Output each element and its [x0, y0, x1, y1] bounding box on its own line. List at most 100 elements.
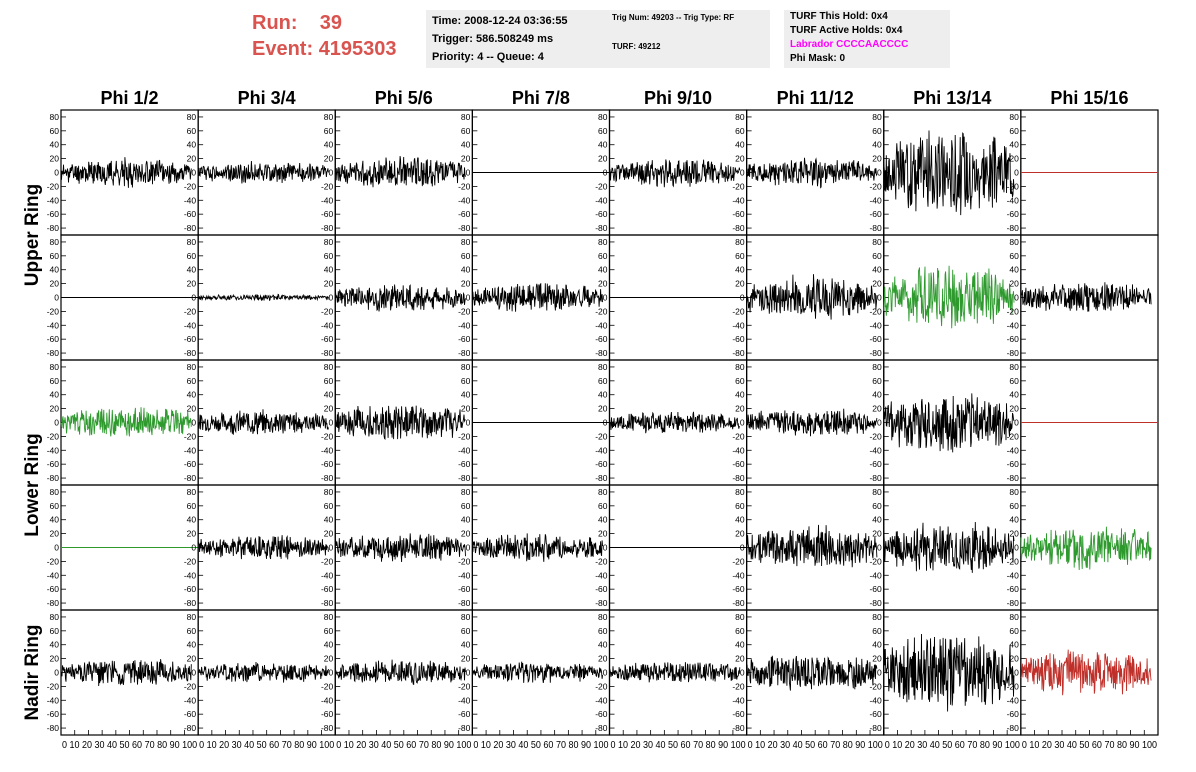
y-tick-label: -80: [184, 473, 197, 483]
y-tick-label: 80: [1009, 112, 1019, 122]
y-tick-label: -60: [47, 209, 60, 219]
y-tick-label: 80: [872, 487, 882, 497]
y-tick-label: 20: [461, 154, 471, 164]
x-tick-labels: 0 10 20 30 40 50 60 70 80 90 100: [336, 739, 471, 751]
y-tick-label: -40: [1007, 570, 1020, 580]
this-hold-text: TURF This Hold: 0x4: [790, 11, 888, 22]
y-tick-label: 80: [735, 237, 745, 247]
run-label: Run:: [252, 12, 298, 34]
y-tick-label: -20: [595, 306, 608, 316]
y-tick-label: -60: [458, 209, 471, 219]
event-value: 4195303: [318, 38, 397, 60]
y-tick-label: 0: [54, 668, 59, 678]
y-tick-label: 0: [191, 293, 196, 303]
y-tick-label: 20: [187, 279, 197, 289]
y-tick-label: -80: [1007, 598, 1020, 608]
y-tick-label: -20: [732, 431, 745, 441]
y-tick-label: -80: [321, 348, 334, 358]
y-tick-label: 40: [598, 140, 608, 150]
y-tick-label: -60: [595, 334, 608, 344]
y-tick-label: 40: [1009, 515, 1019, 525]
y-tick-label: -20: [458, 431, 471, 441]
waveform-trace: [883, 633, 1015, 712]
y-tick-label: -20: [595, 681, 608, 691]
y-tick-label: -40: [1007, 445, 1020, 455]
y-tick-label: 0: [603, 293, 608, 303]
y-tick-label: 80: [598, 362, 608, 372]
y-tick-label: -60: [458, 459, 471, 469]
y-tick-label: -20: [184, 681, 197, 691]
y-tick-label: 80: [872, 237, 882, 247]
y-tick-label: -60: [458, 334, 471, 344]
y-tick-label: 80: [324, 487, 334, 497]
y-tick-label: 60: [324, 376, 334, 386]
y-tick-label: 40: [1009, 640, 1019, 650]
y-tick-label: -80: [47, 598, 60, 608]
priority-text: Priority: 4 -- Queue: 4: [432, 51, 544, 63]
waveform-trace: [1020, 649, 1152, 696]
y-tick-label: -60: [47, 584, 60, 594]
y-tick-label: 80: [1009, 237, 1019, 247]
y-tick-label: -40: [595, 445, 608, 455]
y-tick-label: 80: [735, 487, 745, 497]
y-tick-label: -60: [321, 709, 334, 719]
y-tick-label: 40: [324, 140, 334, 150]
waveform-trace: [883, 265, 1015, 329]
y-tick-label: 20: [872, 404, 882, 414]
y-tick-label: -40: [869, 445, 882, 455]
y-tick-label: 0: [1014, 168, 1019, 178]
y-tick-label: 40: [187, 140, 197, 150]
column-header: Phi 11/12: [777, 88, 854, 108]
y-tick-label: 60: [1009, 251, 1019, 261]
y-tick-label: -40: [732, 445, 745, 455]
info-panel-time: Time: 2008-12-24 03:36:55 Trigger: 586.5…: [426, 10, 618, 68]
waveform-trace: [197, 293, 329, 302]
y-tick-label: 40: [735, 390, 745, 400]
y-tick-label: -60: [1007, 709, 1020, 719]
y-tick-label: 20: [1009, 154, 1019, 164]
y-tick-label: -60: [184, 334, 197, 344]
time-text: Time: 2008-12-24 03:36:55: [432, 15, 568, 27]
y-tick-label: 40: [187, 265, 197, 275]
waveform-trace: [746, 157, 878, 189]
y-tick-label: 20: [1009, 404, 1019, 414]
y-tick-label: -20: [321, 556, 334, 566]
y-tick-label: 60: [735, 251, 745, 261]
y-tick-label: 60: [187, 626, 197, 636]
y-tick-label: 60: [50, 626, 60, 636]
y-tick-label: -40: [869, 195, 882, 205]
column-header: Phi 7/8: [512, 88, 570, 108]
y-tick-label: 80: [598, 112, 608, 122]
run-value: 39: [319, 12, 343, 34]
y-tick-label: -20: [732, 556, 745, 566]
y-tick-label: 60: [187, 376, 197, 386]
waveform-trace: [334, 659, 466, 686]
y-tick-label: 60: [598, 501, 608, 511]
y-tick-label: -60: [321, 459, 334, 469]
waveform-trace: [197, 661, 329, 683]
y-tick-label: 40: [872, 140, 882, 150]
y-tick-label: 80: [598, 612, 608, 622]
y-tick-label: 80: [461, 612, 471, 622]
y-tick-label: -80: [595, 598, 608, 608]
info-panel-turf: TURF This Hold: 0x4 TURF Active Holds: 0…: [784, 10, 950, 68]
y-tick-label: 80: [598, 487, 608, 497]
waveform-trace: [471, 283, 604, 312]
y-tick-label: -40: [184, 320, 197, 330]
y-tick-label: 0: [1014, 418, 1019, 428]
y-tick-label: -40: [732, 320, 745, 330]
x-tick-labels: 0 10 20 30 40 50 60 70 80 90 100: [62, 739, 197, 751]
y-tick-label: 20: [50, 279, 60, 289]
y-tick-label: -20: [732, 306, 745, 316]
y-tick-label: 80: [735, 612, 745, 622]
y-tick-label: 0: [466, 668, 471, 678]
y-tick-label: -20: [1007, 681, 1020, 691]
y-tick-label: 20: [324, 654, 334, 664]
waveform-trace: [471, 533, 604, 562]
x-tick-labels: 0 10 20 30 40 50 60 70 80 90 100: [199, 739, 334, 751]
y-tick-label: 60: [735, 501, 745, 511]
y-tick-label: -80: [458, 348, 471, 358]
y-tick-label: 20: [735, 154, 745, 164]
y-tick-label: 0: [740, 418, 745, 428]
y-tick-label: -20: [184, 306, 197, 316]
